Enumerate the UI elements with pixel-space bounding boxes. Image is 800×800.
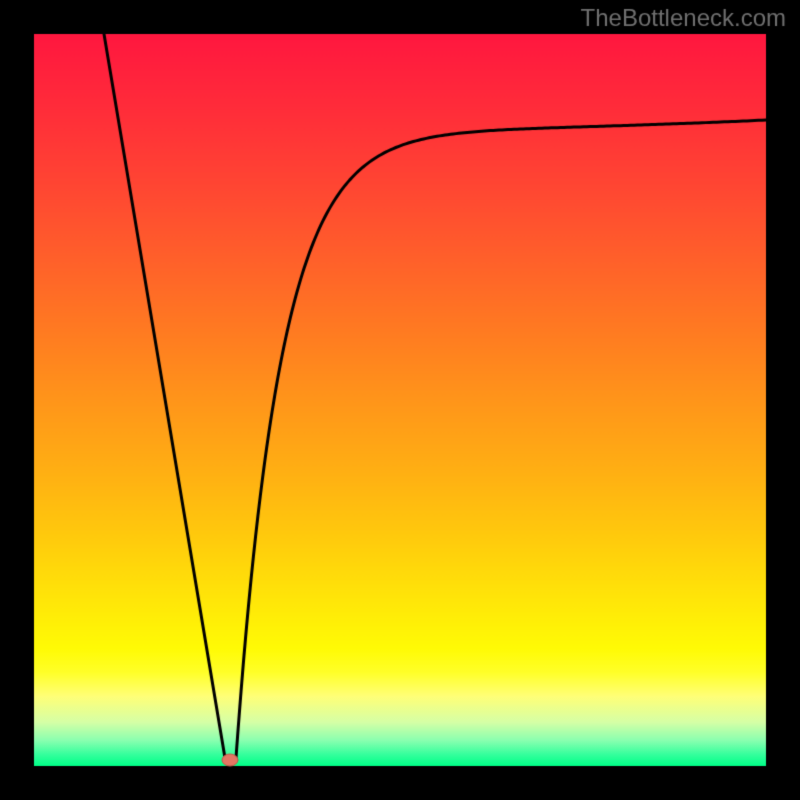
bottleneck-chart: [0, 0, 800, 800]
